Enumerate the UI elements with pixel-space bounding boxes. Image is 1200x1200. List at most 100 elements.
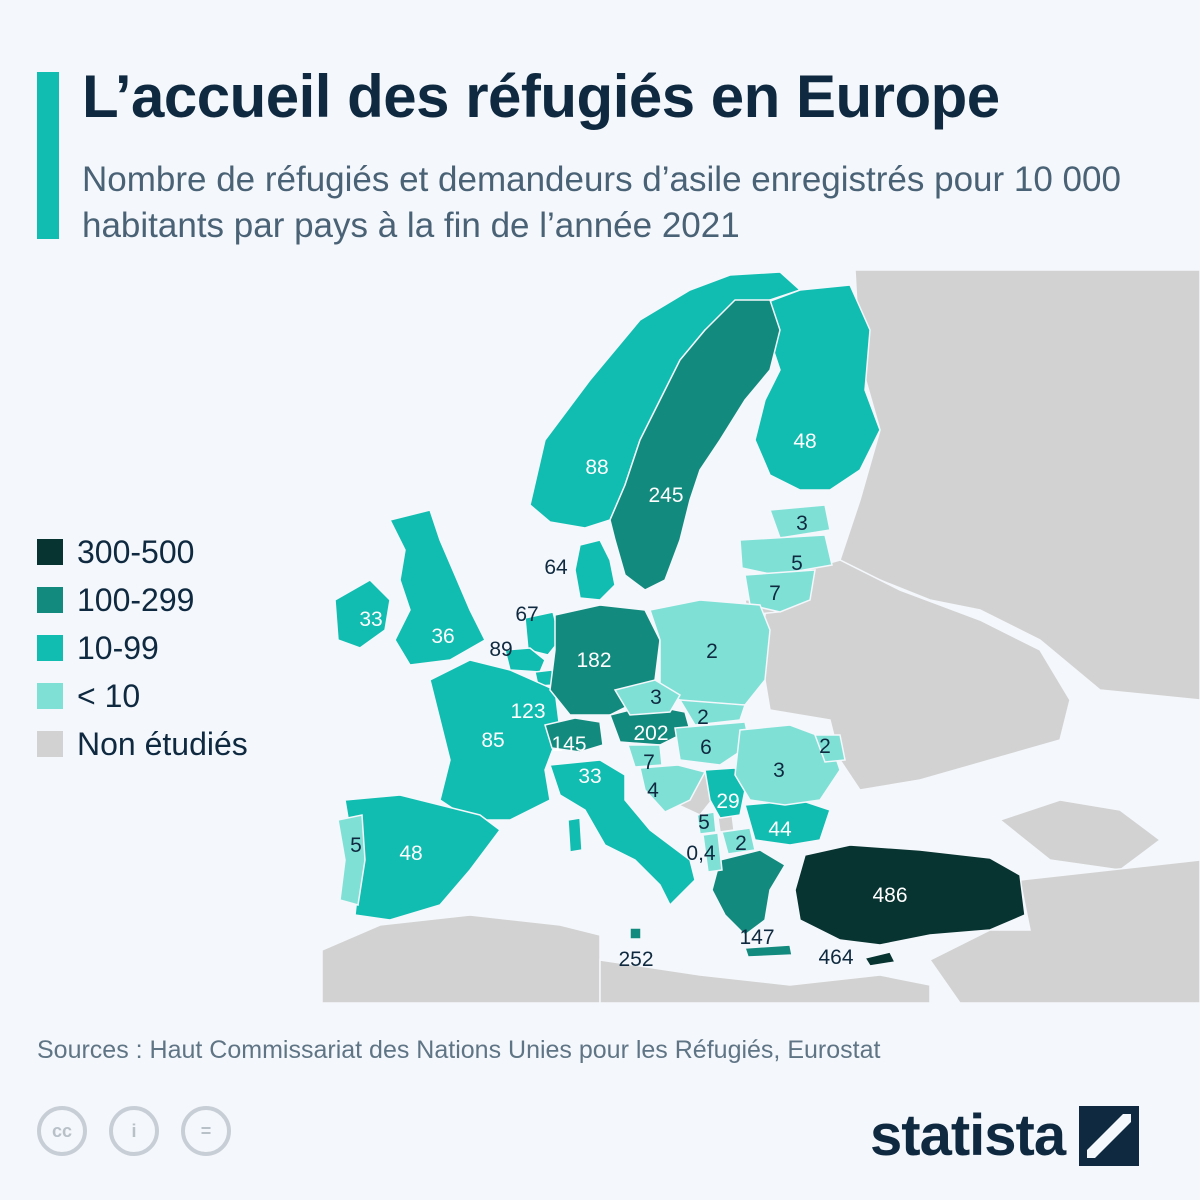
country-sardinia bbox=[567, 817, 583, 853]
legend-item-300-500: 300-500 bbox=[37, 528, 248, 576]
label-malta: 252 bbox=[618, 948, 653, 971]
country-slovenia bbox=[626, 744, 663, 768]
label-finland: 48 bbox=[793, 430, 816, 453]
country-latvia bbox=[739, 534, 833, 576]
country-sweden bbox=[609, 299, 781, 591]
country-czechia bbox=[613, 679, 682, 716]
label-france: 85 bbox=[481, 729, 504, 752]
sources-note: Sources : Haut Commissariat des Nations … bbox=[37, 1036, 881, 1064]
non-studied-regions bbox=[322, 269, 1200, 1003]
label-sweden: 245 bbox=[648, 484, 683, 507]
country-ireland bbox=[334, 579, 391, 649]
label-greece: 147 bbox=[739, 926, 774, 949]
legend: 300-500 100-299 10-99 < 10 Non étudiés bbox=[37, 528, 248, 768]
label-austria: 202 bbox=[633, 722, 668, 745]
label-montenegro: 5 bbox=[698, 811, 710, 834]
label-estonia: 3 bbox=[796, 512, 808, 535]
cc-icon[interactable]: cc bbox=[37, 1106, 87, 1156]
label-slovenia: 7 bbox=[643, 751, 655, 774]
country-malta bbox=[629, 927, 642, 940]
legend-label: Non étudiés bbox=[77, 725, 248, 762]
country-denmark bbox=[574, 539, 616, 601]
label-bulgaria: 44 bbox=[768, 818, 792, 841]
label-serbia: 29 bbox=[716, 790, 739, 813]
country-estonia bbox=[768, 504, 831, 539]
label-portugal: 5 bbox=[350, 834, 362, 857]
legend-item-lt-10: < 10 bbox=[37, 672, 248, 720]
label-czechia: 3 bbox=[650, 686, 662, 709]
no-derivatives-icon[interactable]: = bbox=[181, 1106, 231, 1156]
country-north-macedonia bbox=[721, 827, 756, 855]
value-labels: 58 88 245 48 3 5 7 64 67 89 33 36 182 2 … bbox=[350, 430, 907, 971]
legend-swatch bbox=[37, 587, 63, 613]
legend-item-10-99: 10-99 bbox=[37, 624, 248, 672]
label-hungary: 6 bbox=[700, 736, 712, 759]
country-finland bbox=[754, 284, 881, 491]
legend-swatch bbox=[37, 635, 63, 661]
country-montenegro bbox=[696, 811, 717, 835]
region-middle-east bbox=[928, 859, 1200, 1003]
license-icons: cc i = bbox=[37, 1106, 253, 1156]
label-denmark: 64 bbox=[544, 556, 568, 579]
legend-item-not-studied: Non étudiés bbox=[37, 720, 248, 768]
label-moldova: 2 bbox=[819, 735, 831, 758]
country-moldova bbox=[813, 734, 846, 763]
legend-item-100-299: 100-299 bbox=[37, 576, 248, 624]
label-ireland: 33 bbox=[359, 608, 382, 631]
country-romania bbox=[734, 724, 841, 806]
statista-brand[interactable]: statista bbox=[870, 1102, 1140, 1169]
label-latvia: 5 bbox=[791, 552, 803, 575]
statista-wordmark: statista bbox=[870, 1103, 1066, 1168]
tier-10-99-countries bbox=[334, 271, 881, 921]
country-netherlands bbox=[524, 611, 561, 656]
label-germany: 182 bbox=[576, 649, 611, 672]
label-slovakia: 2 bbox=[697, 706, 709, 729]
statista-logo-icon bbox=[1079, 1105, 1140, 1166]
country-albania bbox=[702, 832, 723, 873]
label-lithuania: 7 bbox=[769, 582, 781, 605]
label-albania: 0,4 bbox=[686, 842, 716, 865]
label-croatia: 4 bbox=[647, 779, 659, 802]
label-cyprus: 464 bbox=[818, 946, 853, 969]
country-croatia bbox=[639, 764, 707, 813]
country-cyprus bbox=[863, 951, 897, 967]
label-romania: 3 bbox=[773, 759, 785, 782]
country-italy bbox=[548, 759, 696, 907]
country-crete bbox=[743, 944, 793, 958]
label-spain: 48 bbox=[399, 842, 422, 865]
country-portugal bbox=[337, 814, 366, 906]
country-belgium bbox=[504, 647, 546, 673]
label-uk: 36 bbox=[431, 625, 454, 648]
region-libya-egypt bbox=[599, 959, 931, 1003]
label-italy: 33 bbox=[578, 765, 601, 788]
label-belgium: 89 bbox=[489, 638, 512, 661]
legend-label: < 10 bbox=[77, 677, 141, 714]
legend-swatch bbox=[37, 731, 63, 757]
legend-label: 300-500 bbox=[77, 533, 195, 570]
label-switzerland: 145 bbox=[551, 733, 586, 756]
country-greece bbox=[711, 849, 787, 936]
country-lithuania bbox=[744, 569, 816, 613]
legend-swatch bbox=[37, 683, 63, 709]
label-poland: 2 bbox=[706, 640, 718, 663]
country-france bbox=[429, 659, 561, 821]
region-belarus-ukraine bbox=[759, 559, 1071, 791]
country-poland bbox=[649, 599, 771, 706]
label-norway: 88 bbox=[585, 456, 608, 479]
country-slovakia bbox=[678, 699, 747, 726]
legend-label: 100-299 bbox=[77, 581, 195, 618]
page-subtitle: Nombre de réfugiés et demandeurs d’asile… bbox=[82, 160, 1121, 245]
region-north-africa bbox=[322, 914, 601, 1003]
europe-map: 58 88 245 48 3 5 7 64 67 89 33 36 182 2 … bbox=[322, 268, 1200, 1003]
tier-lt-10-countries bbox=[337, 504, 846, 906]
accent-bar bbox=[37, 72, 59, 239]
legend-label: 10-99 bbox=[77, 629, 159, 666]
attribution-icon[interactable]: i bbox=[109, 1106, 159, 1156]
legend-swatch bbox=[37, 539, 63, 565]
label-north-macedonia: 2 bbox=[735, 832, 747, 855]
country-serbia bbox=[704, 767, 746, 819]
label-netherlands: 67 bbox=[515, 603, 538, 626]
country-hungary bbox=[674, 721, 751, 766]
country-turkey bbox=[794, 844, 1026, 946]
page-title: L’accueil des réfugiés en Europe bbox=[82, 63, 1000, 130]
